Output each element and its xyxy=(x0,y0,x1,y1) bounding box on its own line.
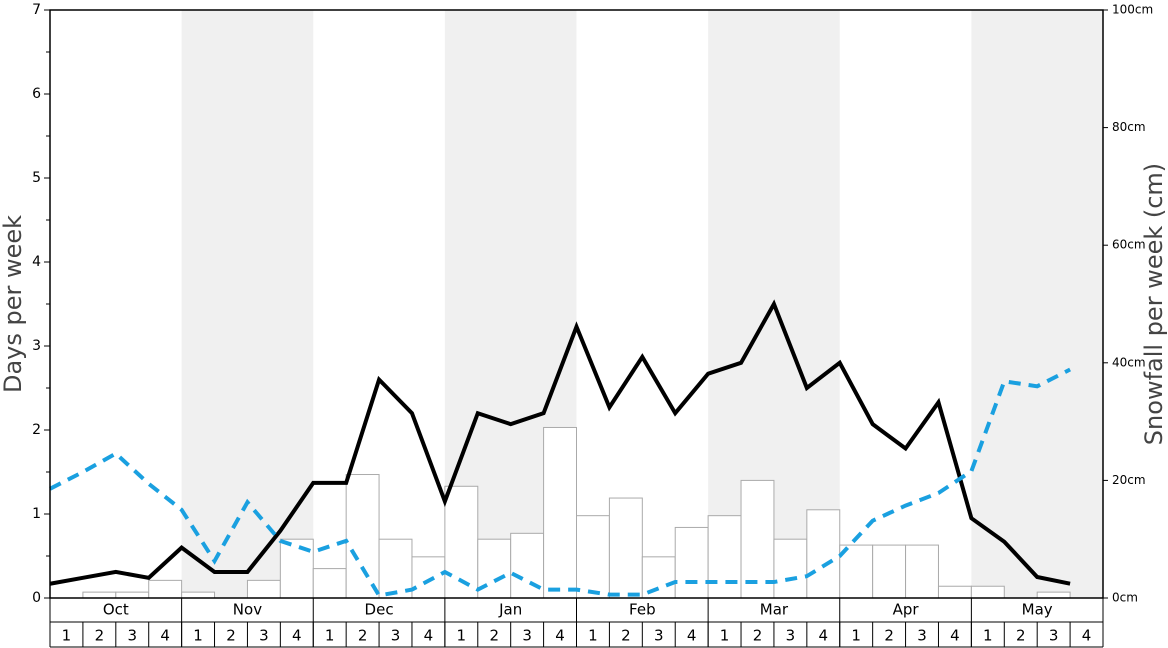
week-label: 1 xyxy=(457,627,467,645)
week-label: 1 xyxy=(193,627,203,645)
week-label: 2 xyxy=(226,627,236,645)
bar xyxy=(345,474,380,599)
background xyxy=(181,10,1103,598)
line xyxy=(49,299,1071,586)
week-label: 4 xyxy=(950,627,960,645)
week-label: 4 xyxy=(687,627,697,645)
bar xyxy=(937,585,972,599)
bar xyxy=(543,426,577,599)
bar xyxy=(181,591,216,599)
y-tick-label: 6 xyxy=(32,86,41,102)
week-label: 1 xyxy=(720,627,730,645)
week-label: 3 xyxy=(259,627,269,645)
y2-axis-label: Snowfall per week (cm) xyxy=(1140,163,1168,445)
week-label: 1 xyxy=(851,627,861,645)
y-tick-label: 3 xyxy=(32,338,41,354)
week-label: 1 xyxy=(983,627,993,645)
y2-tick-label: 40cm xyxy=(1112,355,1146,369)
month-label: Feb xyxy=(629,601,656,619)
week-label: 2 xyxy=(489,627,499,645)
week-label: 3 xyxy=(1049,627,1059,645)
y-tick-label: 2 xyxy=(32,422,41,438)
bar xyxy=(773,538,808,599)
bar xyxy=(510,532,545,599)
y2-tick-label: 100cm xyxy=(1112,3,1153,17)
week-label: 2 xyxy=(621,627,631,645)
bar xyxy=(674,526,709,599)
week-label: 3 xyxy=(127,627,137,645)
week-label: 3 xyxy=(522,627,532,645)
week-label: 1 xyxy=(325,627,335,645)
bar xyxy=(82,591,117,599)
week-label: 1 xyxy=(62,627,72,645)
month-label: Jan xyxy=(498,601,522,619)
bar xyxy=(608,497,643,599)
week-label: 2 xyxy=(884,627,894,645)
week-label: 4 xyxy=(1082,627,1092,645)
week-label: 4 xyxy=(555,627,565,645)
week-label: 2 xyxy=(358,627,368,645)
bar xyxy=(707,515,742,599)
week-label: 3 xyxy=(786,627,796,645)
week-label: 4 xyxy=(292,627,302,645)
bar xyxy=(378,538,413,599)
line xyxy=(49,367,1072,598)
y2-tick-label: 60cm xyxy=(1112,238,1146,252)
bar xyxy=(872,544,907,599)
bar xyxy=(1036,591,1071,599)
week-label: 4 xyxy=(819,627,829,645)
week-label: 3 xyxy=(391,627,401,645)
week-label: 1 xyxy=(588,627,598,645)
week-label: 2 xyxy=(753,627,763,645)
bar xyxy=(576,515,610,599)
bar xyxy=(148,579,183,599)
y-axis-label: Days per week xyxy=(0,215,27,393)
bar xyxy=(905,544,939,599)
bar xyxy=(839,544,874,599)
month-shade xyxy=(971,10,1103,598)
y-tick-label: 4 xyxy=(32,254,41,270)
week-label: 4 xyxy=(424,627,434,645)
bar xyxy=(806,509,841,599)
month-label: Oct xyxy=(103,601,129,619)
bar xyxy=(970,585,1005,599)
week-label: 4 xyxy=(160,627,170,645)
y2-tick-label: 0cm xyxy=(1112,591,1138,605)
bar xyxy=(411,556,446,599)
y-tick-label: 7 xyxy=(32,2,41,18)
y2-tick-label: 80cm xyxy=(1112,120,1146,134)
month-label: Mar xyxy=(760,601,789,619)
month-label: Apr xyxy=(893,601,920,619)
bar xyxy=(312,568,347,599)
bar xyxy=(279,538,314,599)
month-label: May xyxy=(1022,601,1053,619)
bar xyxy=(246,579,281,599)
y-tick-label: 1 xyxy=(32,506,41,522)
week-label: 2 xyxy=(1016,627,1026,645)
bar xyxy=(115,591,150,599)
month-label: Dec xyxy=(365,601,394,619)
y2-tick-label: 20cm xyxy=(1112,473,1146,487)
week-label: 2 xyxy=(95,627,105,645)
y-tick-label: 5 xyxy=(32,170,41,186)
week-label: 3 xyxy=(917,627,927,645)
y-tick-label: 0 xyxy=(32,590,41,606)
month-label: Nov xyxy=(233,601,262,619)
week-label: 3 xyxy=(654,627,664,645)
